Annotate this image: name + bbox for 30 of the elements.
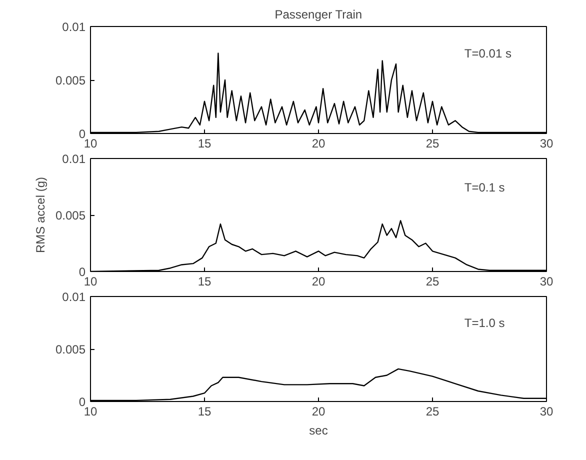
x-tick-label: 15	[198, 274, 212, 288]
x-tick-label: 20	[312, 274, 326, 288]
x-tick-label: 25	[426, 404, 440, 418]
x-tick-label: 10	[84, 404, 98, 418]
y-tick-label: 0.01	[62, 152, 86, 166]
x-tick-label: 30	[540, 136, 554, 150]
x-tick-label: 10	[84, 136, 98, 150]
x-tick-label: 25	[426, 136, 440, 150]
x-tick-label: 30	[540, 404, 554, 418]
y-tick-label: 0	[78, 395, 86, 409]
annotation: T=0.01 s	[464, 46, 512, 61]
annotation: T=1.0 s	[464, 316, 505, 330]
x-tick-label: 15	[198, 404, 212, 418]
x-axis-title: sec	[309, 424, 328, 438]
y-axis-title: RMS accel (g)	[33, 176, 48, 254]
y-tick-label: 0.01	[62, 290, 86, 304]
x-tick-label: 20	[312, 404, 326, 418]
x-tick-label: 20	[312, 136, 326, 150]
x-tick-label: 30	[540, 274, 554, 288]
y-tick-label: 0.005	[55, 74, 86, 88]
chart-title: Passenger Train	[274, 8, 362, 22]
x-tick-label: 25	[426, 274, 440, 288]
x-tick-label: 15	[198, 136, 212, 150]
y-tick-label: 0.01	[62, 20, 86, 34]
y-tick-label: 0	[78, 127, 86, 141]
x-tick-label: 10	[84, 274, 98, 288]
y-tick-label: 0.005	[55, 208, 86, 222]
y-tick-label: 0.005	[55, 342, 86, 356]
y-tick-label: 0	[78, 265, 86, 279]
annotation: T=0.1 s	[464, 180, 505, 195]
